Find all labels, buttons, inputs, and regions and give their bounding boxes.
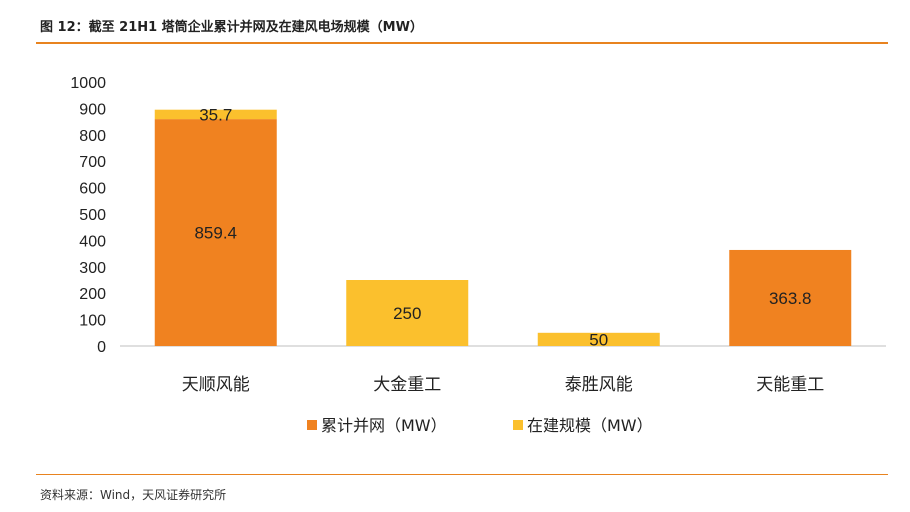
legend: 累计并网（MW） 在建规模（MW） — [307, 416, 653, 435]
bar-segment — [537, 332, 660, 346]
bar-segment — [154, 119, 277, 346]
y-tick-label: 700 — [79, 154, 106, 171]
bar-group — [154, 109, 852, 346]
bar-segment — [729, 249, 852, 346]
bar-segment — [346, 280, 469, 346]
data-label: 363.8 — [769, 289, 812, 308]
figure-title: 图 12：截至 21H1 塔筒企业累计并网及在建风电场规模（MW） — [40, 20, 423, 35]
y-tick-label: 800 — [79, 128, 106, 145]
category-label-group: 天顺风能 大金重工 泰胜风能 天能重工 — [182, 375, 825, 395]
y-tick-label: 500 — [79, 207, 106, 224]
bar-segment — [154, 109, 277, 120]
y-tick-label: 100 — [79, 313, 106, 330]
data-label: 35.7 — [199, 105, 232, 124]
legend-swatch — [513, 420, 523, 430]
category-label: 天能重工 — [756, 375, 824, 395]
y-tick-label: 900 — [79, 101, 106, 118]
legend-swatch — [307, 420, 317, 430]
data-label: 859.4 — [194, 224, 237, 243]
y-tick-label: 400 — [79, 233, 106, 250]
category-label: 泰胜风能 — [565, 375, 633, 395]
legend-label: 累计并网（MW） — [321, 416, 447, 435]
footer-rule — [36, 474, 888, 475]
y-tick-label: 0 — [97, 339, 106, 356]
source-note: 资料来源：Wind，天风证券研究所 — [40, 488, 227, 502]
y-tick-label: 600 — [79, 181, 106, 198]
category-label: 大金重工 — [373, 375, 441, 395]
category-label: 天顺风能 — [182, 375, 250, 395]
y-tick-label: 1000 — [70, 75, 106, 92]
y-tick-label: 200 — [79, 286, 106, 303]
title-rule — [36, 42, 888, 44]
data-label-group: 859.4 35.7 250 50 363.8 — [194, 105, 811, 349]
data-label: 250 — [393, 304, 421, 323]
data-label: 50 — [589, 330, 608, 349]
y-axis: 0 100 200 300 400 500 600 700 800 900 1000 — [70, 75, 106, 356]
y-tick-label: 300 — [79, 260, 106, 277]
legend-label: 在建规模（MW） — [527, 416, 653, 435]
